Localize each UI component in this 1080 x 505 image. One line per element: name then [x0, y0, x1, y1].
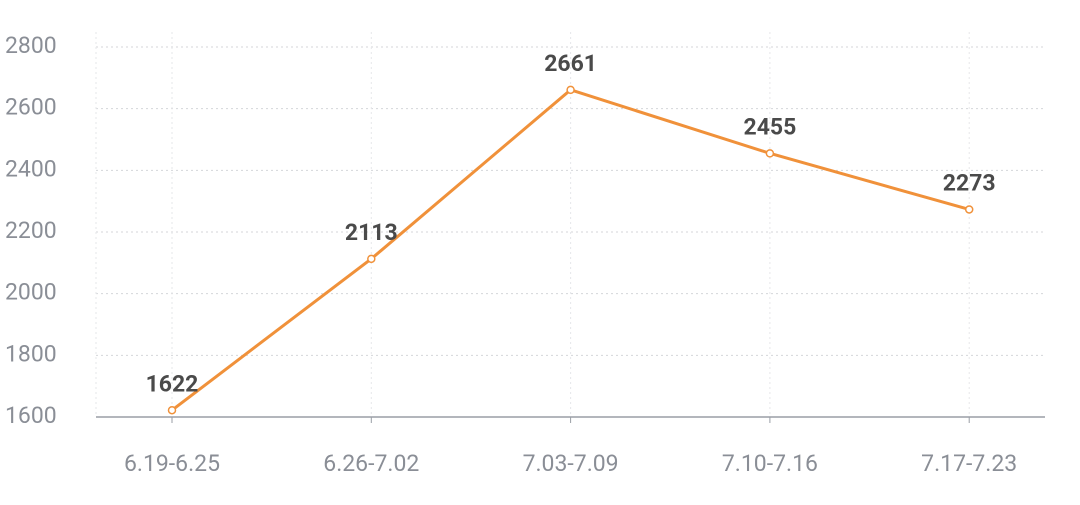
y-tick-label: 2000	[5, 279, 57, 306]
point	[765, 149, 775, 158]
x-tick-label: 7.17-7.23	[921, 450, 1017, 477]
y-tick-label: 2400	[5, 155, 57, 182]
y-tick-label: 2600	[5, 94, 57, 121]
value-label: 2455	[744, 113, 797, 140]
x-tick-label: 6.19-6.25	[124, 450, 220, 477]
x-tick-label: 7.03-7.09	[523, 450, 619, 477]
point	[566, 85, 575, 95]
point	[964, 205, 974, 214]
y-tick-label: 1800	[5, 340, 57, 367]
y-tick-label: 1600	[5, 402, 57, 429]
x-tick-label: 6.26-7.02	[323, 450, 419, 477]
value-label: 1622	[146, 370, 199, 397]
point	[367, 254, 376, 264]
y-tick-label: 2800	[5, 32, 57, 59]
value-label: 2273	[943, 170, 996, 197]
x-tick-label: 7.10-7.16	[722, 450, 818, 477]
point	[167, 405, 177, 415]
y-tick-label: 2200	[5, 217, 57, 244]
value-label: 2661	[544, 50, 597, 77]
value-label: 2113	[345, 219, 398, 246]
